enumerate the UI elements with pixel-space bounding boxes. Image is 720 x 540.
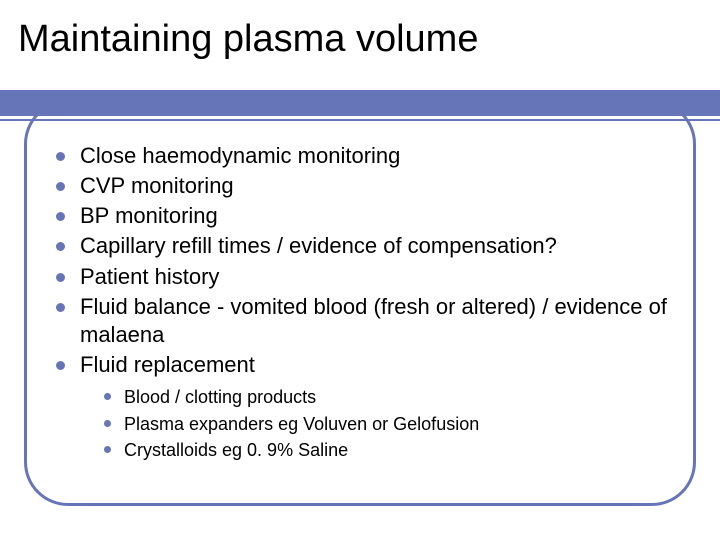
list-item: Crystalloids eg 0. 9% Saline — [102, 438, 672, 462]
list-item: Blood / clotting products — [102, 385, 672, 409]
sub-bullet-text: Blood / clotting products — [124, 387, 316, 407]
list-item: Fluid balance - vomited blood (fresh or … — [52, 293, 672, 349]
slide-title: Maintaining plasma volume — [18, 18, 478, 61]
list-item: Close haemodynamic monitoring — [52, 142, 672, 170]
bullet-list: Close haemodynamic monitoring CVP monito… — [52, 142, 672, 462]
bullet-text: Capillary refill times / evidence of com… — [80, 233, 557, 258]
bullet-text: BP monitoring — [80, 203, 218, 228]
bullet-text: Fluid balance - vomited blood (fresh or … — [80, 294, 667, 347]
sub-bullet-text: Crystalloids eg 0. 9% Saline — [124, 440, 348, 460]
slide: Maintaining plasma volume Close haemodyn… — [0, 0, 720, 540]
list-item: Capillary refill times / evidence of com… — [52, 232, 672, 260]
list-item: Fluid replacement Blood / clotting produ… — [52, 351, 672, 462]
title-band: Maintaining plasma volume — [0, 0, 720, 90]
sub-bullet-text: Plasma expanders eg Voluven or Gelofusio… — [124, 414, 479, 434]
bullet-text: Patient history — [80, 264, 219, 289]
content-area: Close haemodynamic monitoring CVP monito… — [52, 142, 672, 464]
bullet-text: Close haemodynamic monitoring — [80, 143, 400, 168]
list-item: CVP monitoring — [52, 172, 672, 200]
bullet-text: Fluid replacement — [80, 352, 255, 377]
list-item: Patient history — [52, 263, 672, 291]
sub-bullet-list: Blood / clotting products Plasma expande… — [102, 385, 672, 462]
list-item: Plasma expanders eg Voluven or Gelofusio… — [102, 412, 672, 436]
bullet-text: CVP monitoring — [80, 173, 234, 198]
list-item: BP monitoring — [52, 202, 672, 230]
